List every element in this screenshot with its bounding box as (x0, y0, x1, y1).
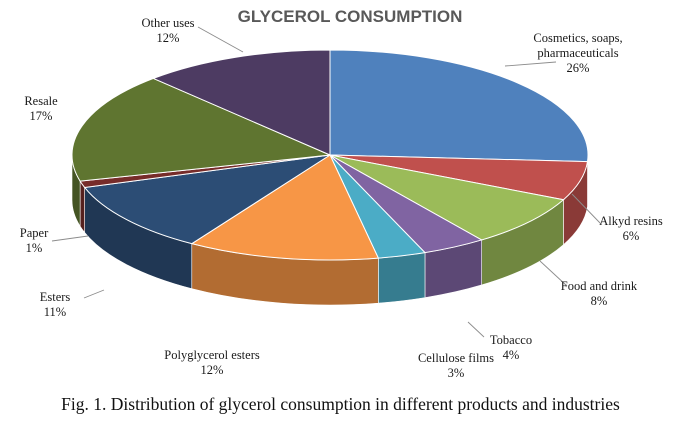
figure-caption: Fig. 1. Distribution of glycerol consump… (61, 394, 620, 414)
slice-label-esters: Esters 11% (40, 290, 71, 319)
leader-line-alkyd-resins (571, 193, 602, 225)
pie-slice-resale (71, 77, 332, 182)
pie-slice-esters (83, 154, 331, 245)
pie-chart: GLYCEROL CONSUMPTION Cosmetics, soaps, ph… (20, 7, 663, 380)
slice-label-cellulose-films: Cellulose films 3% (418, 351, 494, 380)
slice-label-alkyd-resins: Alkyd resins 6% (599, 214, 663, 243)
pie-slices (71, 49, 589, 261)
pie-sides (71, 154, 589, 306)
leader-line-other-uses (197, 26, 244, 53)
slice-label-polyglycerol-esters: Polyglycerol esters 12% (164, 348, 260, 377)
leader-line-esters (83, 289, 105, 299)
pie-side-paper (79, 180, 85, 234)
slice-label-other-uses: Other uses 12% (141, 16, 194, 45)
chart-title: GLYCEROL CONSUMPTION (238, 7, 463, 26)
slice-label-resale: Resale 17% (24, 94, 58, 123)
leader-line-food-and-drink (539, 260, 568, 287)
pie-slice-cosmetics-soaps-pharmaceuticals (329, 49, 589, 163)
slice-labels: Cosmetics, soaps, pharmaceuticals 26% Alkyd… (20, 16, 663, 380)
slice-label-food-and-drink: Food and drink 8% (561, 279, 638, 308)
slice-label-cosmetics-soaps-pharmaceuticals: Cosmetics, soaps, pharmaceuticals 26% (533, 31, 622, 75)
slice-label-tobacco: Tobacco 4% (490, 333, 532, 362)
slice-label-paper: Paper 1% (20, 226, 49, 255)
leader-line-tobacco (467, 321, 485, 338)
pie-slice-food-and-drink (329, 154, 565, 241)
leader-line-paper (51, 235, 89, 242)
pie-slice-other-uses (152, 49, 331, 156)
leader-line-cosmetics-soaps-pharmaceuticals (504, 61, 557, 67)
pie-side-cellulose-films (378, 252, 426, 304)
pie-slice-polyglycerol-esters (190, 154, 380, 261)
